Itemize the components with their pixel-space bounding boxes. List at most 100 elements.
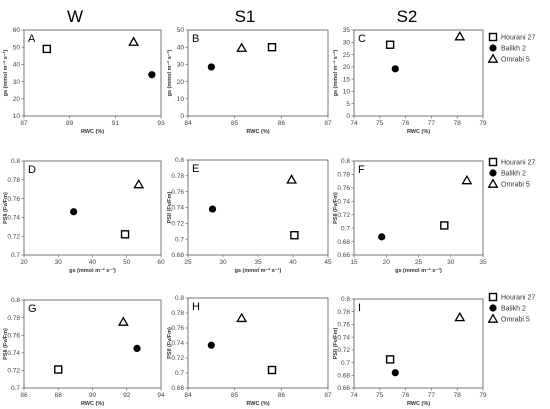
legend: Hourani 27 Balikh 2 Omrabi 5 — [487, 292, 535, 324]
panel-label: D — [28, 164, 36, 176]
y-tick-label: 0.76 — [171, 189, 184, 196]
legend-marker-dot — [489, 169, 497, 177]
y-tick-label: 15 — [343, 76, 351, 83]
x-tick-label: 78 — [454, 120, 462, 127]
y-tick-label: 10 — [177, 96, 185, 103]
legend-marker-square — [488, 292, 498, 302]
x-axis-label: gs (mmol m⁻² s⁻¹) — [235, 267, 282, 274]
y-tick-label: 0.74 — [7, 215, 20, 222]
x-tick-label: 85 — [231, 392, 239, 399]
x-tick-label: 92 — [123, 392, 131, 399]
x-axis-label: gs (mmol m⁻² s⁻¹) — [395, 267, 442, 274]
series-1 — [207, 63, 215, 71]
series-0 — [290, 231, 299, 240]
series-1 — [70, 208, 78, 216]
y-tick-label: 30 — [177, 62, 185, 69]
legend-entry: Omrabi 5 — [501, 57, 530, 64]
x-tick-label: 35 — [479, 259, 487, 266]
y-tick-label: 10 — [13, 113, 21, 120]
panel-label: A — [28, 33, 36, 45]
plot-frame — [187, 29, 329, 117]
data-point-dot — [207, 341, 215, 349]
panel-label: G — [28, 303, 37, 315]
data-point-triangle — [117, 316, 129, 326]
series-2 — [454, 311, 466, 322]
x-axis-label: gs (mmol m⁻² s⁻¹) — [69, 267, 116, 274]
y-axis-label: PSII (Fv/Fm) — [3, 328, 9, 360]
x-tick-label: 87 — [324, 120, 332, 127]
data-point-triangle — [461, 174, 473, 185]
y-tick-label: 0.8 — [341, 158, 350, 165]
series-0 — [440, 221, 449, 230]
y-axis-label: PSII (Fv/Fm) — [167, 191, 173, 223]
column-title-s2: S2 — [397, 7, 418, 26]
series-2 — [286, 174, 298, 184]
series-0 — [385, 40, 395, 49]
panel-h: H 84 85 86 87 0.68 0.7 0.72 0.74 0.76 0.78 0.8 RWC (… — [167, 295, 332, 407]
series-2 — [461, 174, 473, 185]
x-tick-label: 74 — [350, 120, 358, 127]
y-tick-label: 25 — [343, 52, 351, 59]
data-point-triangle — [236, 312, 248, 323]
x-tick-label: 94 — [157, 392, 165, 399]
y-tick-label: 0.76 — [337, 185, 350, 192]
series-0 — [42, 44, 52, 54]
x-tick-label: 93 — [157, 120, 165, 127]
data-point-dot — [391, 65, 399, 73]
y-tick-label: 0.74 — [337, 334, 350, 341]
legend-marker-triangle — [487, 313, 499, 323]
legend-marker-triangle — [487, 178, 499, 188]
y-tick-label: 0 — [180, 113, 184, 120]
legend-entry: Balikh 2 — [501, 171, 526, 178]
y-tick-label: 0.66 — [337, 385, 350, 392]
panel-label: I — [358, 302, 361, 314]
y-tick-label: 0.72 — [337, 212, 350, 219]
data-point-square — [120, 230, 130, 239]
data-point-triangle — [286, 174, 298, 184]
x-tick-label: 87 — [20, 120, 28, 127]
y-tick-label: 0 — [346, 113, 350, 120]
x-tick-label: 87 — [324, 392, 332, 399]
x-tick-label: 86 — [20, 392, 28, 399]
panel-label: H — [192, 301, 200, 313]
x-tick-label: 45 — [324, 259, 332, 266]
data-point-square — [54, 365, 63, 374]
y-tick-label: 0.68 — [171, 252, 184, 259]
x-tick-label: 90 — [89, 392, 97, 399]
x-tick-label: 76 — [402, 120, 410, 127]
x-tick-label: 74 — [350, 392, 358, 399]
x-tick-label: 50 — [123, 259, 131, 266]
y-tick-label: 0.72 — [171, 221, 184, 228]
y-tick-label: 0.74 — [337, 198, 350, 205]
series-2 — [454, 31, 466, 41]
x-tick-label: 89 — [66, 120, 74, 127]
data-point-triangle — [128, 36, 140, 46]
data-point-dot — [378, 233, 386, 241]
y-tick-label: 0.78 — [337, 172, 350, 179]
x-tick-label: 84 — [184, 392, 192, 399]
y-tick-label: 0.7 — [341, 360, 350, 367]
panel-label: C — [358, 33, 366, 45]
y-tick-label: 0.8 — [341, 296, 350, 303]
panel-label: E — [192, 163, 199, 175]
data-point-triangle — [133, 178, 145, 189]
y-tick-label: 0.74 — [171, 340, 184, 347]
data-point-triangle — [454, 311, 466, 322]
y-tick-label: 50 — [13, 44, 21, 51]
x-tick-label: 20 — [20, 259, 28, 266]
panel-g: G 86 88 90 92 94 0.7 0.72 0.74 0.76 0.78 0.8 RWC (%)… — [3, 297, 165, 407]
y-tick-label: 0.78 — [337, 309, 350, 316]
y-tick-label: 40 — [177, 44, 185, 51]
plot-frame — [353, 160, 484, 256]
y-tick-label: 0.66 — [337, 252, 350, 259]
data-point-square — [290, 231, 299, 240]
x-tick-label: 76 — [402, 392, 410, 399]
series-0 — [267, 43, 277, 52]
series-1 — [207, 341, 215, 349]
x-tick-label: 86 — [278, 392, 286, 399]
x-tick-label: 60 — [157, 259, 165, 266]
y-tick-label: 0.76 — [337, 322, 350, 329]
y-tick-label: 35 — [343, 27, 351, 34]
legend-marker-square — [488, 157, 498, 167]
